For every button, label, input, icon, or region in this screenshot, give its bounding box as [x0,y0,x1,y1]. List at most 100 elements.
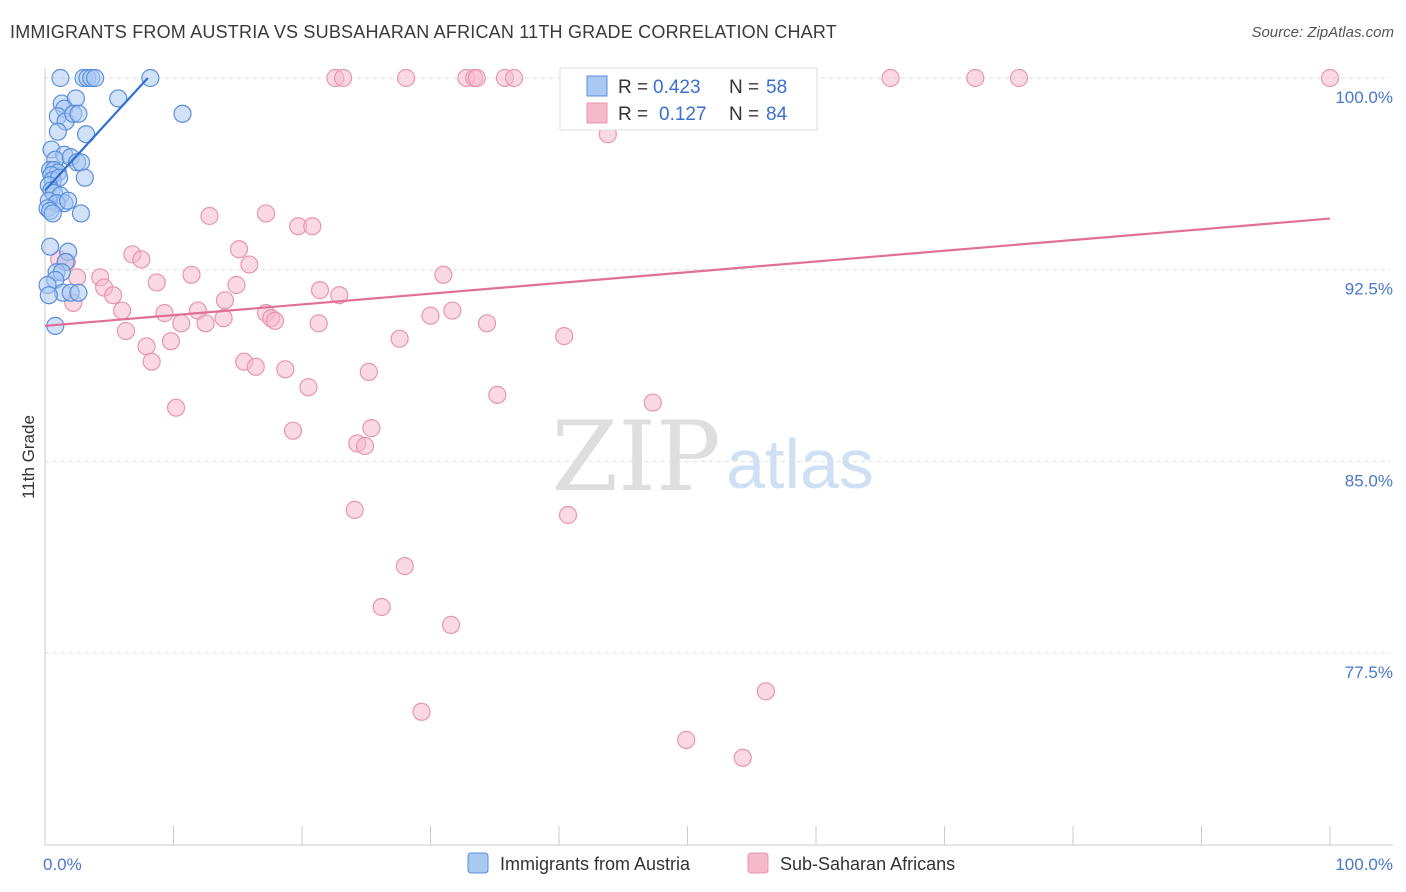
stats-legend: R = 0.423 N = 58 R = 0.127 N = 84 [559,67,818,131]
legend-swatch-sub-saharan [586,102,608,124]
sub-saharan-point [214,309,233,328]
sub-saharan-point [68,268,87,287]
sub-saharan-point [334,68,353,88]
sub-saharan-point [240,255,259,274]
austria-point [39,286,58,305]
legend-r-label-2: R = [618,104,648,125]
series-austria-points [38,68,192,335]
sub-saharan-point [137,337,156,356]
legend-n-value-2: 84 [766,104,788,125]
source-label: Source: ZipAtlas.com [1251,24,1394,41]
sub-saharan-point [182,265,201,284]
sub-saharan-point [359,362,378,381]
legend-n-label-1: N = [729,77,759,98]
watermark-atlas: atlas [726,425,874,503]
bottom-legend-swatch-sub-saharan [747,852,769,874]
sub-saharan-point [1320,68,1340,88]
sub-saharan-point [881,68,900,88]
x-tick-label-max: 100.0% [1335,855,1393,874]
sub-saharan-point [390,329,409,348]
austria-point [69,104,88,123]
y-tick-label: 85.0% [1345,471,1393,490]
sub-saharan-point [504,68,524,88]
sub-saharan-point [362,419,381,438]
austria-point [173,104,192,123]
austria-point [75,168,94,187]
sub-saharan-point [372,597,391,617]
sub-saharan-point [756,682,775,701]
legend-n-value-1: 58 [766,77,787,98]
austria-point [141,68,160,88]
sub-saharan-point [166,398,186,417]
sub-saharan-point [441,615,461,634]
bottom-legend-label-austria: Immigrants from Austria [500,854,691,874]
sub-saharan-point [147,273,166,292]
austria-point [59,191,78,210]
trend-lines [44,77,1331,327]
legend-r-label-1: R = [618,77,648,98]
sub-saharan-point [172,314,191,333]
axes: 77.5% 85.0% 92.5% 100.0% 0.0% 100.0% [43,68,1393,874]
y-axis-title: 11th Grade [19,415,38,499]
sub-saharan-point [412,702,431,721]
sub-saharan-point [196,314,215,333]
bottom-legend-label-sub-saharan: Sub-Saharan Africans [780,854,955,874]
sub-saharan-point [555,327,574,346]
austria-point [77,125,96,144]
austria-point [41,237,60,256]
sub-saharan-point [112,301,132,320]
sub-saharan-point [227,275,246,295]
sub-saharan-point [355,436,375,456]
sub-saharan-point [246,357,265,376]
bottom-legend-swatch-austria [467,852,489,874]
sub-saharan-point [116,321,136,341]
sub-saharan-point [488,385,507,404]
y-tick-label: 100.0% [1335,88,1393,107]
x-tick-label-min: 0.0% [43,855,82,874]
sub-saharan-point [299,378,318,397]
sub-saharan-point [643,393,662,412]
sub-saharan-point [1009,68,1029,88]
sub-saharan-point [330,286,349,305]
sub-saharan-point [966,68,985,88]
sub-saharan-point [132,250,151,269]
sub-saharan-point [677,730,696,749]
sub-saharan-point [229,240,249,259]
sub-saharan-point [421,306,440,325]
y-tick-label: 77.5% [1345,663,1393,682]
sub-saharan-point [434,265,453,284]
austria-point [69,283,88,302]
chart-title: IMMIGRANTS FROM AUSTRIA VS SUBSAHARAN AF… [10,22,837,42]
sub-saharan-point [256,204,276,223]
sub-saharan-point [283,421,303,440]
sub-saharan-point [443,301,462,320]
sub-saharan-point [395,557,414,576]
y-tick-label: 92.5% [1345,280,1393,299]
sub-saharan-point [309,314,328,333]
sub-saharan-point [345,500,364,519]
sub-saharan-point [265,311,285,330]
sub-saharan-point [104,286,123,305]
austria-point [71,204,91,223]
sub-saharan-point [276,360,295,379]
sub-saharan-point [303,217,322,236]
sub-saharan-point [396,68,416,88]
sub-saharan-point [200,206,219,226]
legend-r-value-1: 0.423 [653,77,701,98]
sub-saharan-point [733,748,752,767]
sub-saharan-point [142,352,161,371]
sub-saharan-point [161,332,181,351]
legend-r-value-2: 0.127 [659,104,707,125]
sub-saharan-point [155,304,174,323]
legend-swatch-austria [586,75,608,97]
bottom-legend: Immigrants from Austria Sub-Saharan Afri… [467,852,955,874]
austria-point [43,204,62,223]
sub-saharan-point [310,281,330,300]
sub-saharan-point [215,291,234,310]
sub-saharan-point [558,505,578,525]
sub-saharan-point [477,314,497,333]
austria-point [48,122,67,141]
sub-saharan-point [467,68,486,88]
watermark-zip: ZIP [551,401,720,513]
